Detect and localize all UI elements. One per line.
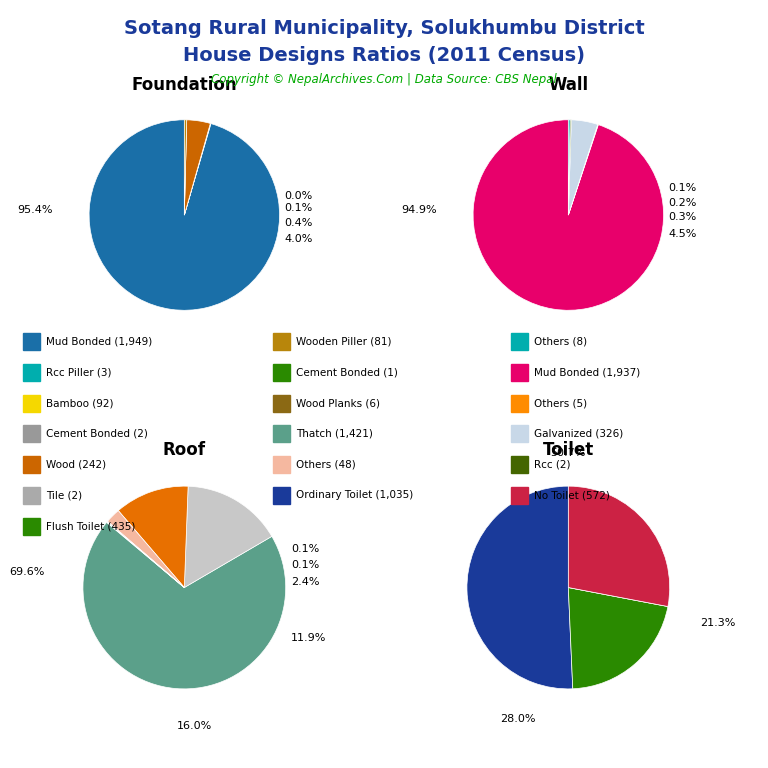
- Text: Cement Bonded (1): Cement Bonded (1): [296, 367, 398, 378]
- Wedge shape: [568, 120, 571, 215]
- Text: Bamboo (92): Bamboo (92): [46, 398, 114, 409]
- Text: 28.0%: 28.0%: [500, 714, 535, 724]
- Text: 0.1%: 0.1%: [668, 184, 697, 194]
- Wedge shape: [118, 486, 188, 588]
- Text: House Designs Ratios (2011 Census): House Designs Ratios (2011 Census): [183, 46, 585, 65]
- Wedge shape: [108, 511, 184, 588]
- Wedge shape: [568, 120, 598, 215]
- Wedge shape: [89, 120, 280, 310]
- Wedge shape: [467, 486, 573, 689]
- Text: Others (5): Others (5): [534, 398, 587, 409]
- Text: 0.1%: 0.1%: [291, 544, 319, 554]
- Text: Cement Bonded (2): Cement Bonded (2): [46, 429, 148, 439]
- Wedge shape: [83, 522, 286, 689]
- Text: Wooden Piller (81): Wooden Piller (81): [296, 336, 391, 347]
- Wedge shape: [568, 588, 668, 607]
- Wedge shape: [473, 120, 664, 310]
- Text: Thatch (1,421): Thatch (1,421): [296, 429, 372, 439]
- Wedge shape: [107, 522, 184, 588]
- Text: Rcc (2): Rcc (2): [534, 459, 571, 470]
- Text: Galvanized (326): Galvanized (326): [534, 429, 623, 439]
- Text: No Toilet (572): No Toilet (572): [534, 490, 610, 501]
- Wedge shape: [184, 120, 187, 215]
- Text: Mud Bonded (1,937): Mud Bonded (1,937): [534, 367, 640, 378]
- Text: 0.3%: 0.3%: [668, 212, 697, 222]
- Text: 0.4%: 0.4%: [284, 217, 313, 227]
- Text: 0.1%: 0.1%: [284, 204, 313, 214]
- Title: Wall: Wall: [548, 77, 588, 94]
- Text: 0.2%: 0.2%: [668, 197, 697, 207]
- Text: Others (8): Others (8): [534, 336, 587, 347]
- Text: 4.5%: 4.5%: [668, 229, 697, 239]
- Text: 16.0%: 16.0%: [177, 721, 212, 731]
- Text: Wood (242): Wood (242): [46, 459, 106, 470]
- Title: Foundation: Foundation: [131, 77, 237, 94]
- Title: Roof: Roof: [163, 442, 206, 459]
- Wedge shape: [568, 486, 670, 607]
- Wedge shape: [184, 124, 210, 215]
- Text: Wood Planks (6): Wood Planks (6): [296, 398, 379, 409]
- Wedge shape: [568, 588, 668, 689]
- Text: 69.6%: 69.6%: [9, 568, 45, 578]
- Text: Others (48): Others (48): [296, 459, 356, 470]
- Wedge shape: [568, 124, 598, 215]
- Text: Ordinary Toilet (1,035): Ordinary Toilet (1,035): [296, 490, 413, 501]
- Text: 95.4%: 95.4%: [18, 205, 53, 215]
- Text: 4.0%: 4.0%: [284, 233, 313, 244]
- Wedge shape: [184, 120, 187, 215]
- Text: 11.9%: 11.9%: [291, 633, 326, 644]
- Wedge shape: [184, 120, 210, 215]
- Text: Sotang Rural Municipality, Solukhumbu District: Sotang Rural Municipality, Solukhumbu Di…: [124, 19, 644, 38]
- Title: Toilet: Toilet: [543, 442, 594, 459]
- Text: Copyright © NepalArchives.Com | Data Source: CBS Nepal: Copyright © NepalArchives.Com | Data Sou…: [211, 73, 557, 86]
- Wedge shape: [184, 124, 210, 215]
- Text: 0.1%: 0.1%: [291, 560, 319, 570]
- Text: 2.4%: 2.4%: [291, 578, 319, 588]
- Text: 94.9%: 94.9%: [401, 205, 437, 215]
- Text: 0.0%: 0.0%: [284, 191, 313, 201]
- Text: 21.3%: 21.3%: [700, 618, 736, 628]
- Wedge shape: [568, 120, 570, 215]
- Text: Mud Bonded (1,949): Mud Bonded (1,949): [46, 336, 152, 347]
- Wedge shape: [184, 486, 272, 588]
- Wedge shape: [184, 124, 211, 215]
- Text: 50.7%: 50.7%: [551, 448, 586, 458]
- Wedge shape: [107, 521, 184, 588]
- Text: Tile (2): Tile (2): [46, 490, 82, 501]
- Text: Rcc Piller (3): Rcc Piller (3): [46, 367, 111, 378]
- Text: Flush Toilet (435): Flush Toilet (435): [46, 521, 135, 531]
